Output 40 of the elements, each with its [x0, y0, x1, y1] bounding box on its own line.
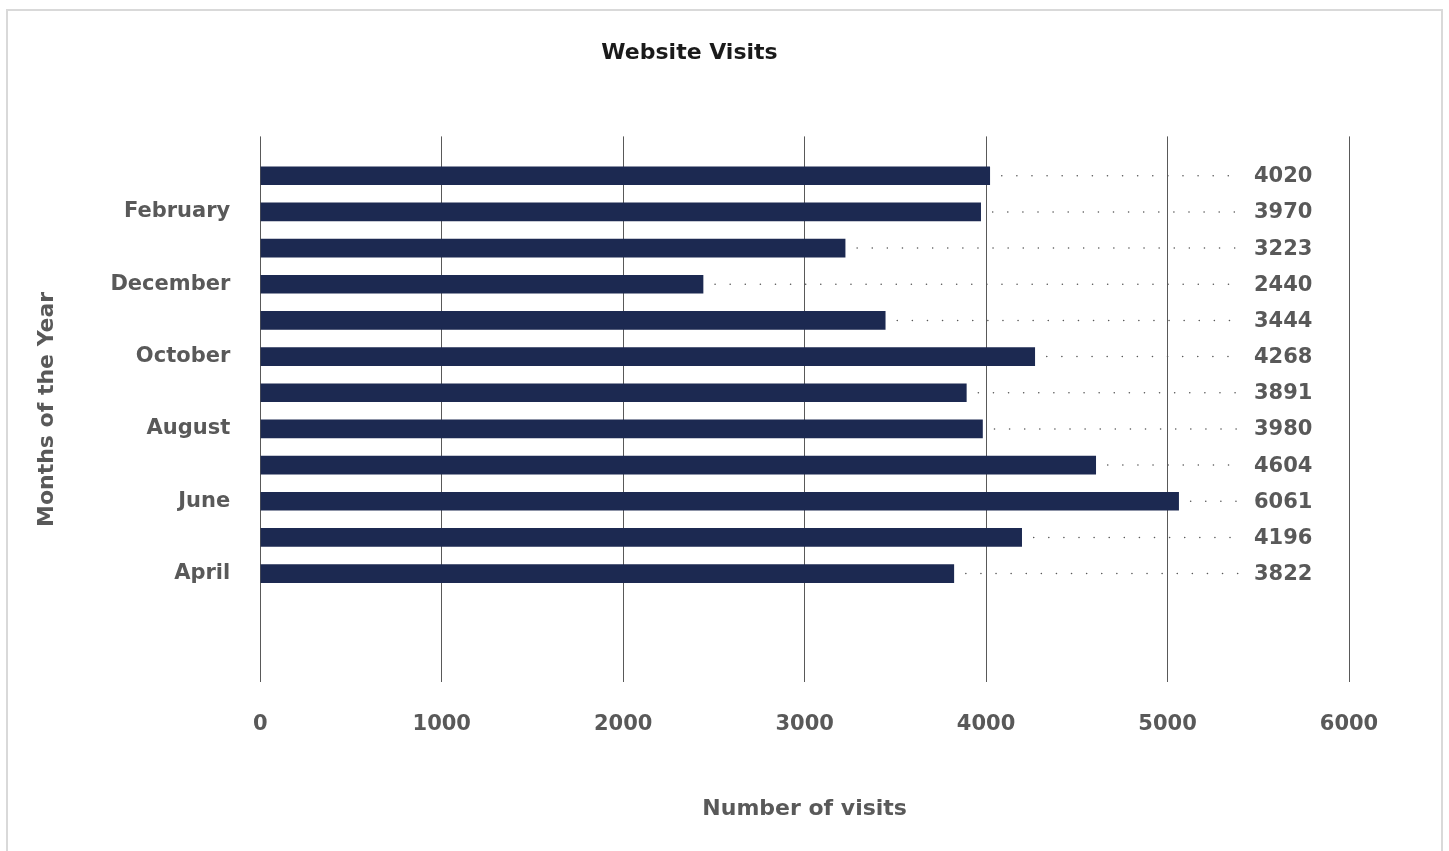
bar	[260, 347, 1036, 366]
bar	[260, 383, 967, 403]
annotation: 6061	[1254, 488, 1313, 513]
bar	[260, 455, 1097, 475]
data-label: 3223	[1254, 235, 1313, 260]
bar	[260, 564, 955, 583]
data-label: 3822	[1254, 561, 1313, 586]
data-label: 4604	[1254, 452, 1313, 477]
y-axis-title: Months of the Year	[32, 291, 58, 528]
chart-title: Website Visits	[601, 38, 778, 64]
bar	[260, 311, 886, 330]
data-label: 4020	[1254, 163, 1313, 188]
x-tick-label: 2000	[593, 711, 653, 736]
bar	[260, 419, 983, 439]
y-tick-label: December	[110, 270, 231, 295]
y-tick-label: April	[174, 560, 231, 585]
x-tick-label: 6000	[1319, 711, 1379, 736]
data-label: 3970	[1254, 199, 1313, 224]
x-tick-label: 3000	[775, 711, 834, 736]
y-tick-label: October	[135, 343, 231, 368]
data-label: 3444	[1254, 307, 1313, 332]
y-tick-label: February	[123, 198, 231, 223]
x-tick-label: 1000	[412, 711, 471, 736]
x-tick-label: 4000	[956, 711, 1016, 736]
data-label: 2440	[1254, 271, 1313, 296]
x-tick-label: 5000	[1138, 711, 1197, 736]
bar	[260, 166, 991, 186]
y-tick-label: August	[146, 415, 231, 440]
bar	[260, 491, 1179, 511]
data-label: 4268	[1254, 344, 1313, 369]
bar	[260, 202, 981, 222]
bar	[260, 528, 1022, 547]
x-axis-title: Number of visits	[702, 794, 907, 820]
bar	[260, 238, 846, 258]
data-label: 3891	[1254, 380, 1313, 405]
x-tick-label: 0	[252, 711, 268, 736]
data-label: 3980	[1254, 416, 1313, 441]
y-tick-label: June	[176, 487, 231, 512]
bar	[260, 274, 704, 294]
data-label: 4196	[1254, 524, 1313, 549]
